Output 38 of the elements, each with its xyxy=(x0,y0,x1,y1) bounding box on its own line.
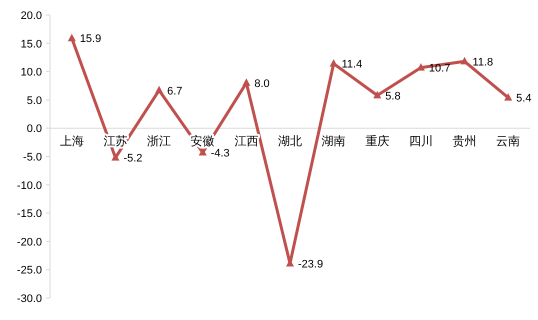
data-label: -5.2 xyxy=(123,152,142,165)
point xyxy=(68,34,76,42)
x-tick-label: 云南 xyxy=(496,134,520,148)
point xyxy=(198,148,207,156)
point xyxy=(242,78,250,86)
data-label: 5.4 xyxy=(516,92,532,105)
point xyxy=(155,86,164,94)
y-tick-label: -15.0 xyxy=(16,208,42,220)
data-label: -23.9 xyxy=(298,258,324,270)
x-tick-label: 上海 xyxy=(60,134,84,148)
y-tick-label: -20.0 xyxy=(16,236,42,248)
data-label: 11.8 xyxy=(472,56,494,68)
data-label: 5.8 xyxy=(385,90,401,102)
x-tick-label: 贵州 xyxy=(452,134,477,148)
x-tick-label: 重庆 xyxy=(365,134,390,148)
x-tick-label: 湖南 xyxy=(322,134,346,148)
y-tick-label: -25.0 xyxy=(16,264,42,277)
y-tick-label: -30.0 xyxy=(16,293,42,305)
data-label: -4.3 xyxy=(210,148,230,160)
x-tick-label: 四川 xyxy=(408,134,433,148)
data-label: 8.0 xyxy=(254,78,270,90)
point xyxy=(373,90,382,98)
x-tick-label: 江西 xyxy=(234,134,258,148)
point xyxy=(111,153,120,161)
y-tick-label: 5.0 xyxy=(26,94,42,107)
data-label: 11.4 xyxy=(342,58,362,71)
x-tick-label: 浙江 xyxy=(147,134,172,148)
y-tick-label: -5.0 xyxy=(23,152,42,164)
data-label: 6.7 xyxy=(167,85,182,98)
data-label: 15.9 xyxy=(80,33,102,46)
data-label: 10.7 xyxy=(428,62,450,75)
x-tick-label: 湖北 xyxy=(278,134,302,148)
y-tick-label: 0.0 xyxy=(26,123,42,136)
y-tick-label: 20.0 xyxy=(20,10,42,22)
y-tick-label: -10.0 xyxy=(16,180,42,192)
y-tick-label: 15.0 xyxy=(20,38,42,50)
y-tick-label: 10.0 xyxy=(20,66,42,79)
point xyxy=(504,93,512,101)
